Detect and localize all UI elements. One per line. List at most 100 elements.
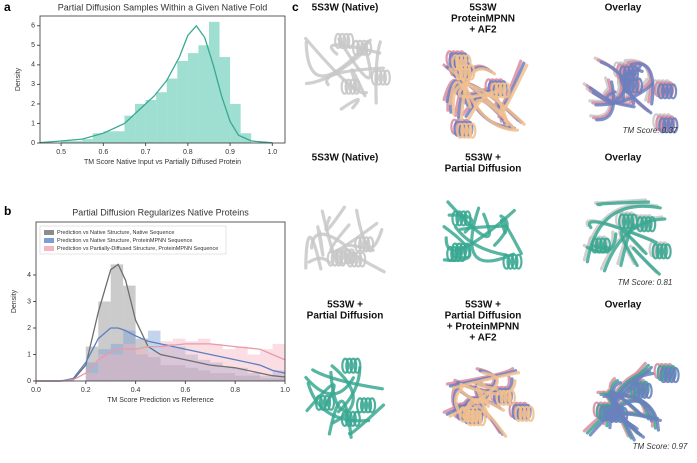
protein-structure [304,357,386,439]
protein-helix [640,382,649,399]
protein-strand [595,80,616,122]
protein-helix [502,253,511,270]
protein-helix [495,389,504,406]
histogram-bar [222,373,236,381]
structure-header: Overlay [605,300,642,311]
protein-helix [359,39,369,56]
protein-strand [327,399,353,439]
protein-helix [366,236,375,253]
x-tick-label: 0.2 [81,387,91,394]
structure-header: 5S3W + [465,153,501,164]
tm-score: TM Score: 0.97 [633,442,688,451]
histogram-bar [197,338,211,381]
protein-helix [464,122,473,139]
protein-helix [335,248,344,265]
protein-strand [459,224,508,231]
histogram-bar [272,378,285,381]
protein-structure [442,50,529,139]
protein-helix [659,243,668,260]
legend-label: Prediction vs Native Structure, Native S… [57,230,174,236]
protein-helix [334,32,343,50]
chart-title: Partial Diffusion Regularizes Native Pro… [72,207,249,217]
protein-helix [660,83,670,100]
x-axis-label: TM Score Prediction vs Reference [107,397,214,404]
protein-helix [625,213,635,230]
histogram-bar [71,141,83,143]
y-axis-label: Density [15,67,22,91]
histogram-bar [235,346,248,381]
protein-helix [358,236,367,253]
protein-strand [454,386,467,420]
protein-helix [518,405,527,422]
protein-helix [458,406,467,423]
protein-helix [344,410,353,427]
histogram-bar [145,100,157,143]
protein-helix [362,236,371,253]
protein-helix [632,382,641,399]
protein-helix [322,394,332,411]
x-tick-label: 0.9 [225,149,235,156]
protein-helix [663,366,672,384]
protein-structure [582,56,679,134]
plot-frame [39,15,286,144]
protein-helix [636,382,645,399]
protein-helix [370,69,379,86]
protein-helix [318,394,328,411]
protein-helix [503,389,512,406]
protein-helix [630,77,640,94]
protein-helix [640,216,649,233]
protein-strand [589,76,612,118]
histogram-bar [235,367,248,381]
protein-helix [636,216,645,233]
panel-label: c [292,0,299,14]
protein-helix [454,242,464,259]
protein-helix [494,82,503,99]
histogram-bar [198,45,209,143]
protein-structure [304,32,391,111]
histogram-bar [160,365,173,381]
protein-helix [382,69,391,86]
protein-helix [354,236,363,253]
histogram-bar [85,362,99,381]
histogram-bar [247,375,261,381]
histogram-bar [172,365,186,381]
protein-strand [330,364,355,425]
protein-helix [340,410,349,427]
protein-strand [459,389,493,404]
protein-helix [350,251,359,268]
protein-helix [655,243,664,260]
histogram-bar [135,354,149,381]
protein-helix [352,410,361,427]
x-axis-label: TM Score Native Input vs Partially Diffu… [84,159,241,166]
structure-header: 5S3W [469,3,497,14]
histogram-bar [197,370,211,381]
histogram-bar [160,341,173,381]
protein-strand [325,66,385,87]
histogram-bar [123,343,136,381]
histogram-bar [92,133,104,143]
protein-helix [590,237,599,254]
histogram-bar [123,330,136,381]
protein-helix [345,357,354,374]
histogram-bar [61,141,72,143]
protein-helix [352,78,361,95]
histogram-bar [222,367,236,381]
protein-helix [353,357,362,374]
protein-helix [367,397,377,414]
protein-structure [304,205,386,274]
protein-helix [598,237,607,254]
structure-header: Partial Diffusion [307,311,384,322]
y-tick-label: 3 [27,298,31,305]
structure-header: 5S3W (Native) [312,3,379,14]
protein-strand [473,404,508,438]
histogram-bar [210,343,223,381]
structure-header: Partial Diffusion [445,164,522,175]
protein-helix [378,69,387,86]
protein-strand [632,246,661,276]
histogram-bar [98,301,111,381]
protein-structure [582,361,680,442]
histogram-bar [110,354,124,381]
protein-helix [455,54,464,71]
protein-structure [582,198,672,276]
